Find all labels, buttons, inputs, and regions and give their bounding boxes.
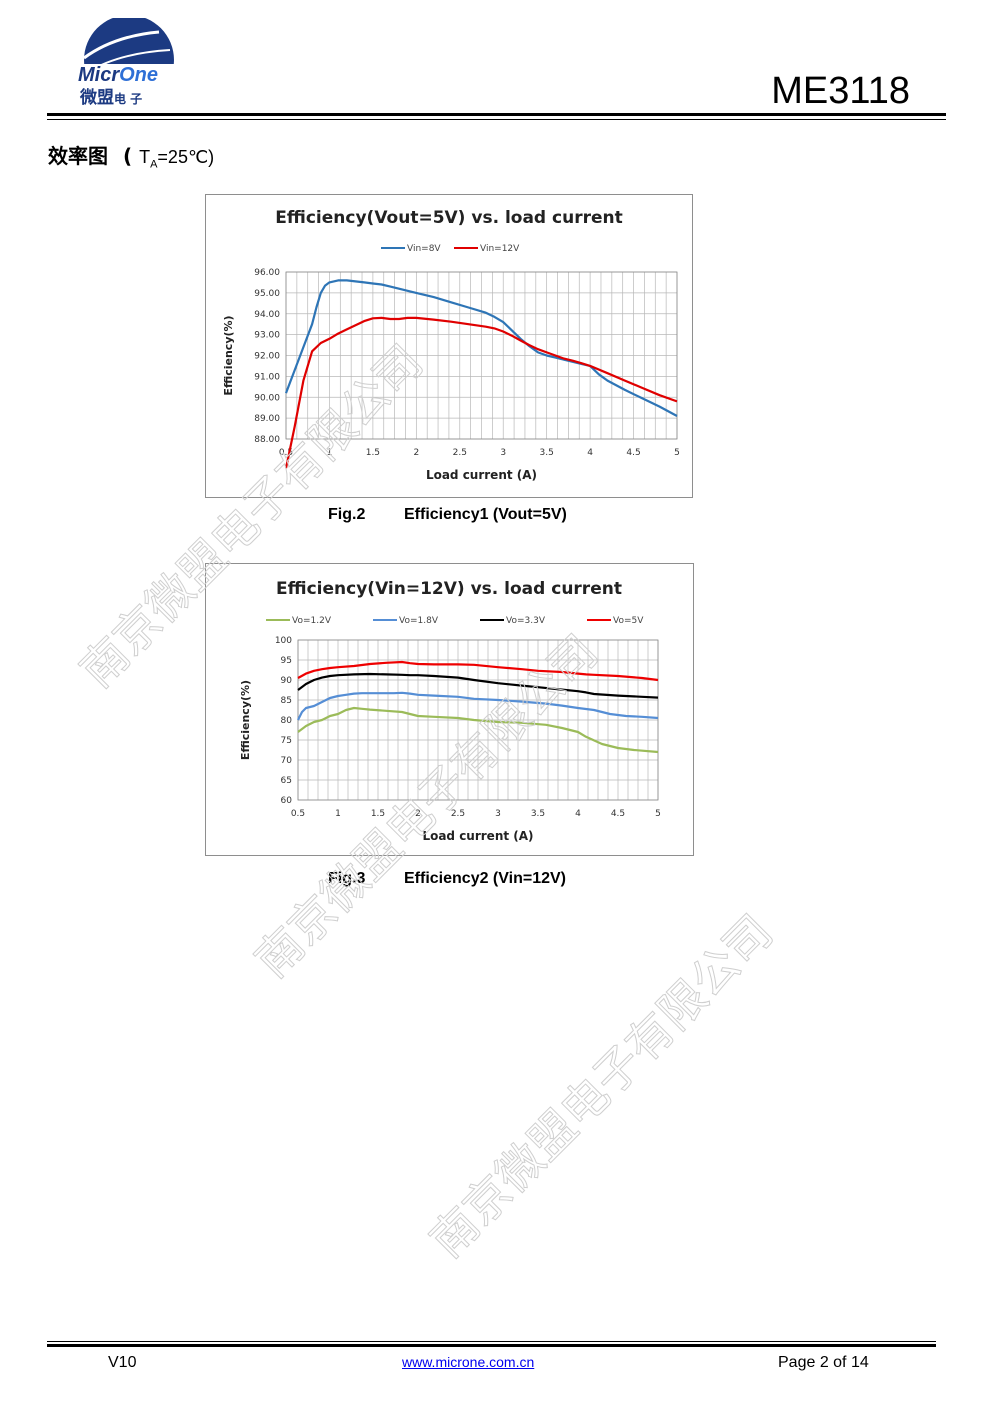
figure-label: Fig.3 <box>328 870 366 887</box>
y-tick-label: 100 <box>275 636 292 646</box>
x-tick-label: 1.5 <box>371 809 385 819</box>
figure-caption-3: Fig.3 Efficiency2 (Vin=12V) <box>328 870 566 888</box>
efficiency-chart-vout5v: Efficiency(Vout=5V) vs. load current Vin=… <box>205 194 693 498</box>
series-line <box>297 691 659 721</box>
y-tick-label: 94.00 <box>254 310 280 320</box>
figure-caption-2: Fig.2 Efficiency1 (Vout=5V) <box>328 506 567 524</box>
x-tick-label: 0.5 <box>291 809 305 819</box>
chart-title: Efficiency(Vout=5V) vs. load current <box>275 208 622 228</box>
x-axis-label: Load current (A) <box>422 829 533 843</box>
x-tick-label: 3 <box>500 448 506 458</box>
x-tick-label: 4.5 <box>611 809 625 819</box>
header-rule-thick <box>47 113 946 116</box>
watermark-text: 南京微盟电子有限公司 <box>420 904 783 1267</box>
x-tick-label: 0.5 <box>279 448 293 458</box>
y-tick-label: 95 <box>281 656 292 666</box>
legend-label: Vo=1.2V <box>292 616 332 626</box>
y-tick-label: 85 <box>281 696 292 706</box>
section-title-cn: 效率图 <box>48 144 108 168</box>
series-line <box>284 316 678 469</box>
footer-rule-thin <box>47 1341 936 1342</box>
x-tick-label: 2.5 <box>451 809 465 819</box>
y-axis-label: Efficiency(%) <box>239 680 252 760</box>
y-tick-label: 80 <box>281 716 293 726</box>
figure-title: Efficiency1 (Vout=5V) <box>404 506 567 523</box>
y-tick-label: 89.00 <box>254 414 280 424</box>
x-tick-label: 3.5 <box>531 809 545 819</box>
y-tick-label: 60 <box>281 796 293 806</box>
section-title: 效率图 ( TA=25℃) <box>48 144 215 171</box>
legend-label: Vin=12V <box>480 244 520 254</box>
y-tick-label: 70 <box>281 756 293 766</box>
y-tick-label: 91.00 <box>254 372 280 382</box>
temperature-condition: TA=25℃) <box>139 147 215 171</box>
footer-rule-thick <box>47 1344 936 1347</box>
x-tick-label: 4 <box>575 809 581 819</box>
plot-area <box>285 271 678 440</box>
y-tick-label: 75 <box>281 736 292 746</box>
legend-label: Vo=5V <box>613 616 644 626</box>
x-tick-label: 2.5 <box>453 448 467 458</box>
y-tick-label: 92.00 <box>254 352 280 362</box>
x-tick-label: 3.5 <box>540 448 554 458</box>
legend-label: Vo=3.3V <box>506 616 546 626</box>
x-tick-label: 5 <box>655 809 661 819</box>
x-tick-label: 1 <box>327 448 333 458</box>
x-tick-label: 1 <box>335 809 341 819</box>
y-tick-label: 95.00 <box>254 289 280 299</box>
figure-title: Efficiency2 (Vin=12V) <box>404 870 566 887</box>
figure-label: Fig.2 <box>328 506 366 523</box>
y-tick-label: 96.00 <box>254 268 280 278</box>
y-tick-label: 90 <box>281 676 293 686</box>
header-rule-thin <box>47 119 946 120</box>
x-tick-label: 1.5 <box>366 448 380 458</box>
x-tick-label: 4.5 <box>626 448 640 458</box>
x-tick-label: 5 <box>674 448 680 458</box>
legend-label: Vo=1.8V <box>399 616 439 626</box>
y-tick-label: 90.00 <box>254 393 280 403</box>
website-link[interactable]: www.microne.com.cn <box>402 1354 535 1370</box>
series-line <box>297 660 659 682</box>
svg-text:微盟电 子: 微盟电 子 <box>79 87 142 108</box>
series-line <box>297 706 659 754</box>
y-tick-label: 93.00 <box>254 331 280 341</box>
chart-canvas: Efficiency(Vout=5V) vs. load current Vin=… <box>222 208 680 482</box>
x-tick-label: 4 <box>587 448 593 458</box>
x-tick-label: 2 <box>415 809 421 819</box>
model-number: ME3118 <box>771 70 910 112</box>
legend-label: Vin=8V <box>407 244 441 254</box>
x-axis-label: Load current (A) <box>426 468 537 482</box>
svg-text:MicrOne: MicrOne <box>78 64 158 86</box>
chart-title: Efficiency(Vin=12V) vs. load current <box>276 579 622 599</box>
chart-canvas: Efficiency(Vin=12V) vs. load current Vo=1… <box>239 579 661 843</box>
version-label: V10 <box>108 1354 137 1371</box>
series-line <box>297 672 659 699</box>
microne-logo: MicrOne 微盟电 子 <box>74 18 184 108</box>
y-tick-label: 65 <box>281 776 292 786</box>
x-tick-label: 2 <box>413 448 419 458</box>
y-axis-label: Efficiency(%) <box>222 315 235 395</box>
x-tick-label: 3 <box>495 809 501 819</box>
page-number: Page 2 of 14 <box>778 1354 869 1371</box>
efficiency-chart-vin12v: Efficiency(Vin=12V) vs. load current Vo=1… <box>205 563 694 856</box>
y-tick-label: 88.00 <box>254 435 280 445</box>
